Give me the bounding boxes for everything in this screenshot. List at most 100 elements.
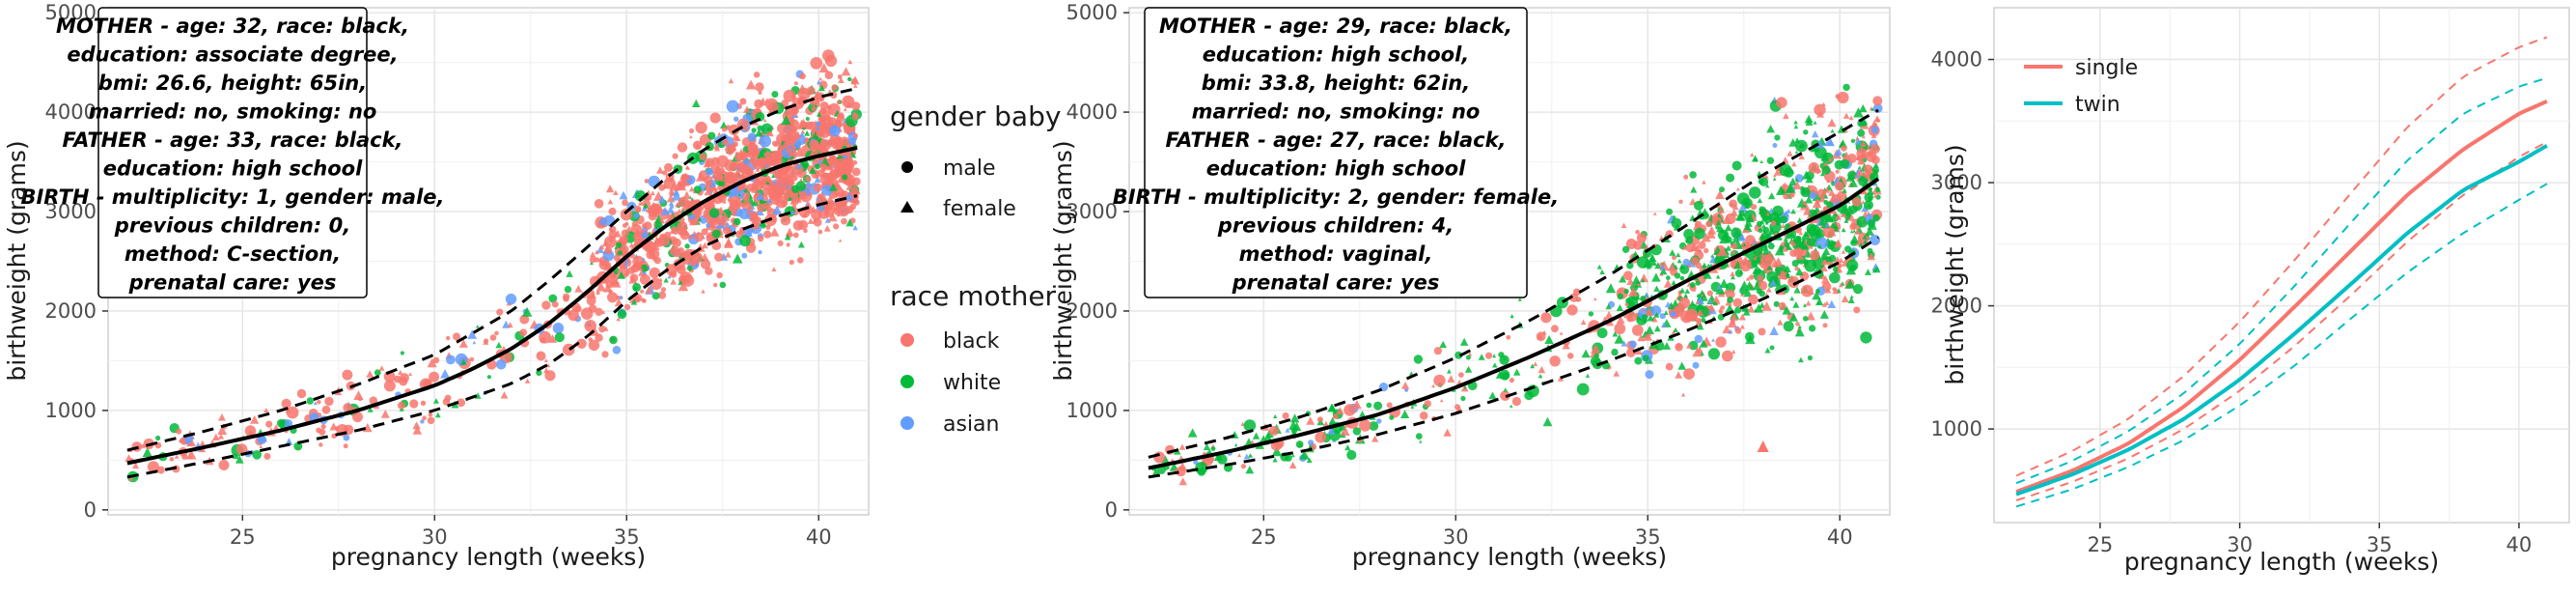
- scatter-point: [1817, 220, 1823, 226]
- scatter-point: [1248, 453, 1253, 458]
- scatter-point: [1804, 114, 1814, 124]
- scatter-point: [576, 338, 587, 349]
- scatter-point: [805, 180, 813, 187]
- scatter-point: [1540, 312, 1552, 324]
- scatter-point: [1580, 319, 1587, 326]
- scatter-point: [1863, 164, 1872, 174]
- scatter-point: [1776, 97, 1787, 108]
- scatter-point: [1809, 224, 1820, 237]
- scatter-point: [1854, 236, 1865, 246]
- scatter-point: [1352, 427, 1362, 436]
- y-tick-label: 2000: [1931, 295, 1982, 318]
- scatter-point: [174, 454, 180, 459]
- scatter-point: [293, 441, 303, 451]
- scatter-point: [1647, 314, 1654, 322]
- scatter-point: [1869, 173, 1875, 179]
- scatter-point: [1814, 168, 1821, 175]
- scatter-point: [596, 291, 600, 296]
- x-tick-label: 30: [422, 525, 448, 549]
- scatter-point: [519, 328, 528, 337]
- scatter-point: [1872, 193, 1878, 198]
- scatter-point: [684, 243, 690, 249]
- scatter-point: [1766, 156, 1775, 164]
- scatter-point: [1823, 186, 1831, 193]
- scatter-point: [1488, 391, 1497, 400]
- scatter-point: [548, 294, 558, 303]
- scatter-point: [320, 423, 326, 430]
- scatter-point: [789, 199, 795, 205]
- scatter-point: [1454, 351, 1463, 359]
- scatter-point: [1722, 325, 1731, 334]
- panel-2: 25 30 35 40 0 1000 2000 3000 4000 5000 MOTHER - a…: [1049, 1, 1891, 571]
- x-tick-label: 25: [1251, 525, 1277, 549]
- scatter-point: [1838, 257, 1844, 263]
- scatter-point: [1812, 291, 1821, 300]
- scatter-point: [218, 413, 226, 421]
- legend-female-label: female: [943, 197, 1016, 221]
- scatter-point: [765, 128, 774, 137]
- scatter-point: [1616, 304, 1624, 311]
- scatter-point: [428, 412, 433, 417]
- scatter-point: [1834, 239, 1842, 246]
- scatter-point: [1845, 173, 1855, 182]
- scatter-point: [728, 124, 740, 136]
- scatter-point: [1759, 235, 1766, 242]
- scatter-point: [1757, 440, 1769, 452]
- scatter-point: [1859, 104, 1868, 113]
- scatter-point: [1702, 212, 1709, 219]
- scatter-point: [619, 235, 628, 245]
- scatter-point: [737, 193, 741, 197]
- scatter-point: [1511, 396, 1521, 407]
- legend-black-label: black: [943, 329, 1000, 354]
- scatter-point: [412, 425, 423, 435]
- scatter-point: [744, 127, 749, 131]
- scatter-point: [1285, 427, 1290, 433]
- scatter-point: [1665, 275, 1671, 281]
- scatter-point: [1731, 250, 1736, 255]
- scatter-point: [769, 227, 780, 237]
- scatter-point: [1735, 186, 1740, 191]
- scatter-point: [1818, 195, 1826, 203]
- scatter-point: [638, 201, 643, 206]
- scatter-point: [568, 309, 579, 322]
- scatter-point: [1730, 270, 1735, 277]
- scatter-point: [1856, 148, 1868, 159]
- scatter-point: [746, 184, 755, 192]
- scatter-point: [1653, 311, 1660, 318]
- scatter-point: [730, 161, 738, 171]
- annotation-line: method: vaginal,: [1239, 242, 1433, 266]
- scatter-point: [1641, 277, 1646, 283]
- scatter-point: [837, 74, 843, 79]
- scatter-point: [1859, 116, 1869, 126]
- scatter-point: [1509, 378, 1514, 383]
- scatter-point: [1835, 148, 1842, 156]
- scatter-point: [1842, 112, 1850, 119]
- scatter-point: [1849, 205, 1858, 213]
- scatter-point: [366, 370, 374, 378]
- scatter-point: [817, 84, 825, 92]
- scatter-point: [1842, 187, 1847, 193]
- scatter-point: [1517, 298, 1522, 301]
- scatter-point: [444, 394, 452, 402]
- scatter-point: [837, 112, 845, 120]
- scatter-point: [505, 293, 517, 305]
- scatter-point: [770, 215, 777, 223]
- scatter-point: [188, 454, 193, 459]
- scatter-point: [1581, 349, 1591, 358]
- scatter-point: [1852, 229, 1856, 233]
- scatter-point: [718, 167, 725, 174]
- scatter-point: [433, 398, 439, 404]
- scatter-point: [1419, 440, 1423, 443]
- scatter-point: [1745, 276, 1751, 281]
- scatter-point: [1651, 316, 1658, 323]
- scatter-point: [500, 391, 509, 399]
- scatter-point: [1176, 466, 1186, 477]
- scatter-point: [1676, 252, 1681, 258]
- line-legend-single-label: single: [2075, 56, 2138, 80]
- scatter-point: [1734, 327, 1742, 334]
- scatter-point: [1798, 356, 1804, 363]
- scatter-point: [643, 221, 652, 231]
- scatter-point: [726, 99, 739, 113]
- scatter-point: [1234, 442, 1238, 447]
- scatter-point: [1711, 338, 1715, 342]
